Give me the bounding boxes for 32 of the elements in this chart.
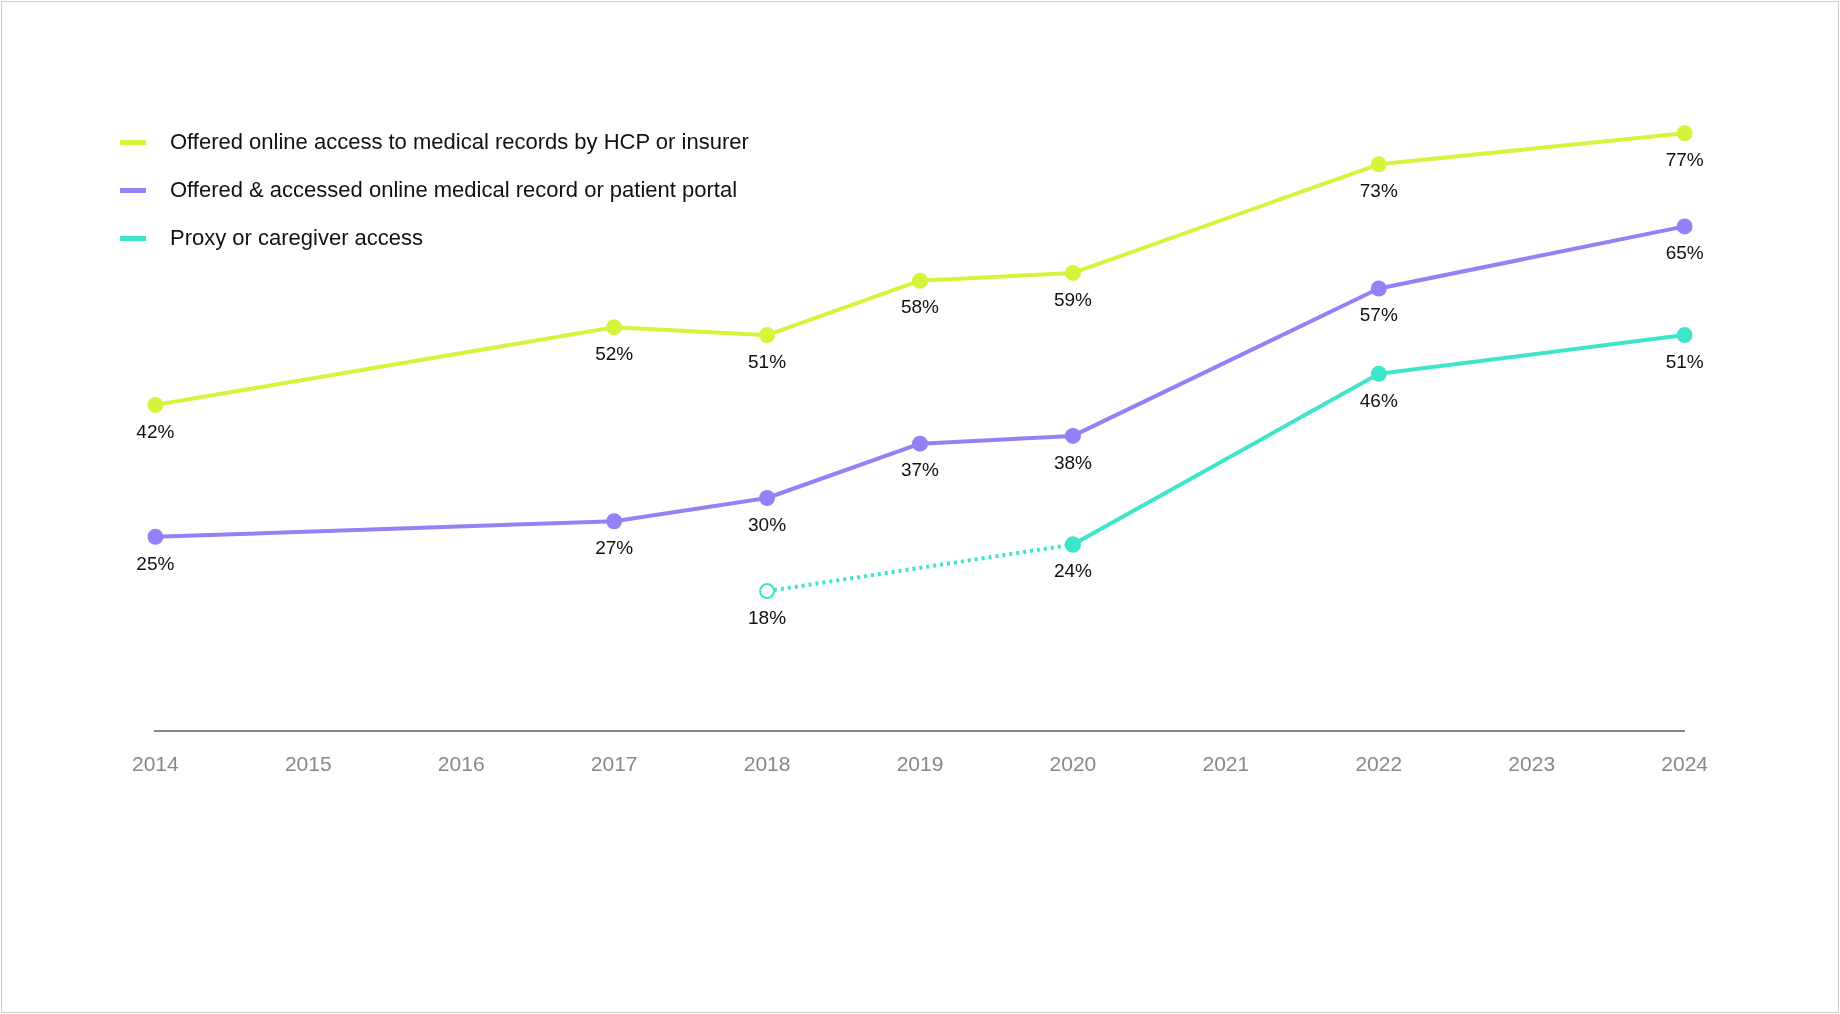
- x-tick-label: 2022: [1355, 752, 1403, 776]
- data-label: 38%: [1053, 451, 1093, 473]
- data-label: 58%: [900, 296, 940, 318]
- data-label: 37%: [900, 459, 940, 481]
- x-tick-label: 2017: [590, 752, 638, 776]
- data-label: 46%: [1359, 389, 1398, 411]
- x-tick-label: 2023: [1508, 752, 1556, 776]
- x-tick-label: 2024: [1661, 752, 1709, 776]
- data-label: 77%: [1665, 149, 1704, 171]
- legend-label: Offered online access to medical records by HCP or insurer: [170, 129, 749, 155]
- data-label: 52%: [595, 343, 634, 365]
- data-label: 25%: [136, 552, 175, 574]
- x-tick-label: 2014: [132, 752, 180, 776]
- x-tick-label: 2016: [437, 752, 485, 776]
- x-tick-label: 2019: [896, 752, 944, 776]
- data-label: 18%: [748, 606, 787, 628]
- legend-label: Offered & accessed online medical record or patient portal: [170, 177, 738, 203]
- x-tick-label: 2018: [743, 752, 791, 776]
- data-label: 42%: [136, 420, 175, 442]
- legend-label: Proxy or caregiver access: [170, 225, 424, 251]
- data-label: 73%: [1359, 180, 1398, 202]
- data-label: 65%: [1665, 242, 1704, 264]
- data-label: 57%: [1359, 304, 1398, 326]
- data-label: 24%: [1053, 560, 1093, 582]
- data-label: 30%: [748, 513, 787, 535]
- data-label: 59%: [1053, 288, 1093, 310]
- data-label: 27%: [595, 537, 634, 559]
- data-label: 51%: [1665, 350, 1704, 372]
- x-tick-label: 2015: [284, 752, 332, 776]
- x-tick-label: 2020: [1049, 752, 1097, 776]
- x-tick-label: 2021: [1202, 752, 1250, 776]
- data-label: 51%: [748, 350, 787, 372]
